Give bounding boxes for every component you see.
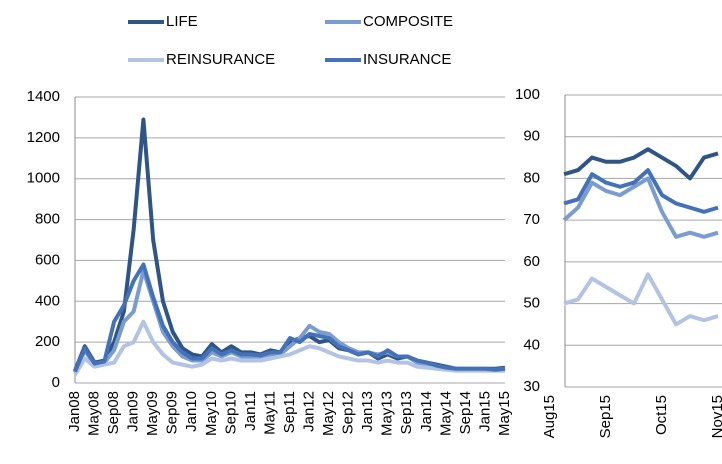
- x-tick-label: Jan08: [66, 391, 83, 432]
- x-tick-label: May15: [496, 391, 513, 436]
- x-tick-label: Sep09: [164, 391, 181, 434]
- x-tick-label: Jan14: [418, 391, 435, 432]
- series-line: [563, 168, 719, 214]
- series-line: [73, 268, 506, 374]
- series-line: [73, 319, 505, 376]
- y-tick-label: 60: [523, 253, 540, 270]
- x-tick-label: May08: [86, 391, 103, 436]
- y-tick-label: 90: [523, 128, 540, 145]
- legend-label: COMPOSITE: [363, 13, 453, 30]
- x-tick-label: May13: [379, 391, 396, 436]
- legend-label: INSURANCE: [363, 51, 451, 68]
- x-tick-label: May11: [261, 391, 278, 435]
- y-tick-label: 400: [35, 292, 60, 309]
- x-tick-label: Sep08: [105, 391, 122, 434]
- series-line: [563, 147, 719, 181]
- x-tick-label: Jan10: [183, 391, 200, 432]
- y-tick-label: 1200: [27, 129, 60, 146]
- x-tick-label: Sep14: [457, 391, 474, 434]
- x-tick-label: Sep10: [222, 391, 239, 434]
- legend-label: REINSURANCE: [166, 51, 275, 68]
- y-tick-label: 100: [515, 86, 540, 103]
- y-tick-label: 600: [35, 251, 60, 268]
- x-tick-label: Sep11: [281, 391, 298, 433]
- y-tick-label: 800: [35, 211, 60, 228]
- y-tick-label: 80: [523, 169, 540, 186]
- series-line: [563, 272, 719, 327]
- x-tick-label: Jan12: [301, 391, 318, 432]
- y-tick-label: 30: [523, 378, 540, 395]
- y-tick-label: 0: [52, 374, 60, 391]
- x-tick-label: Oct15: [653, 395, 670, 435]
- x-tick-label: Aug15: [541, 395, 558, 438]
- y-tick-label: 1000: [27, 170, 60, 187]
- y-tick-label: 40: [523, 336, 540, 353]
- x-tick-label: Jan11: [242, 391, 259, 431]
- x-tick-label: Jan13: [359, 391, 376, 432]
- x-tick-label: May10: [203, 391, 220, 436]
- x-tick-label: Nov15: [709, 395, 722, 438]
- y-tick-label: 1400: [27, 88, 60, 105]
- y-tick-label: 50: [523, 295, 540, 312]
- x-tick-label: May14: [437, 391, 454, 436]
- x-tick-label: Sep15: [597, 395, 614, 438]
- x-tick-label: Sep13: [398, 391, 415, 434]
- series-line: [73, 262, 506, 373]
- x-tick-label: Sep12: [340, 391, 357, 434]
- legend-label: LIFE: [166, 13, 198, 30]
- x-tick-label: Jan15: [476, 391, 493, 432]
- x-tick-label: Jan09: [125, 391, 142, 432]
- y-tick-label: 200: [35, 333, 60, 350]
- x-tick-label: May09: [144, 391, 161, 436]
- y-tick-label: 70: [523, 211, 540, 228]
- x-tick-label: May12: [320, 391, 337, 436]
- series-line: [562, 176, 719, 239]
